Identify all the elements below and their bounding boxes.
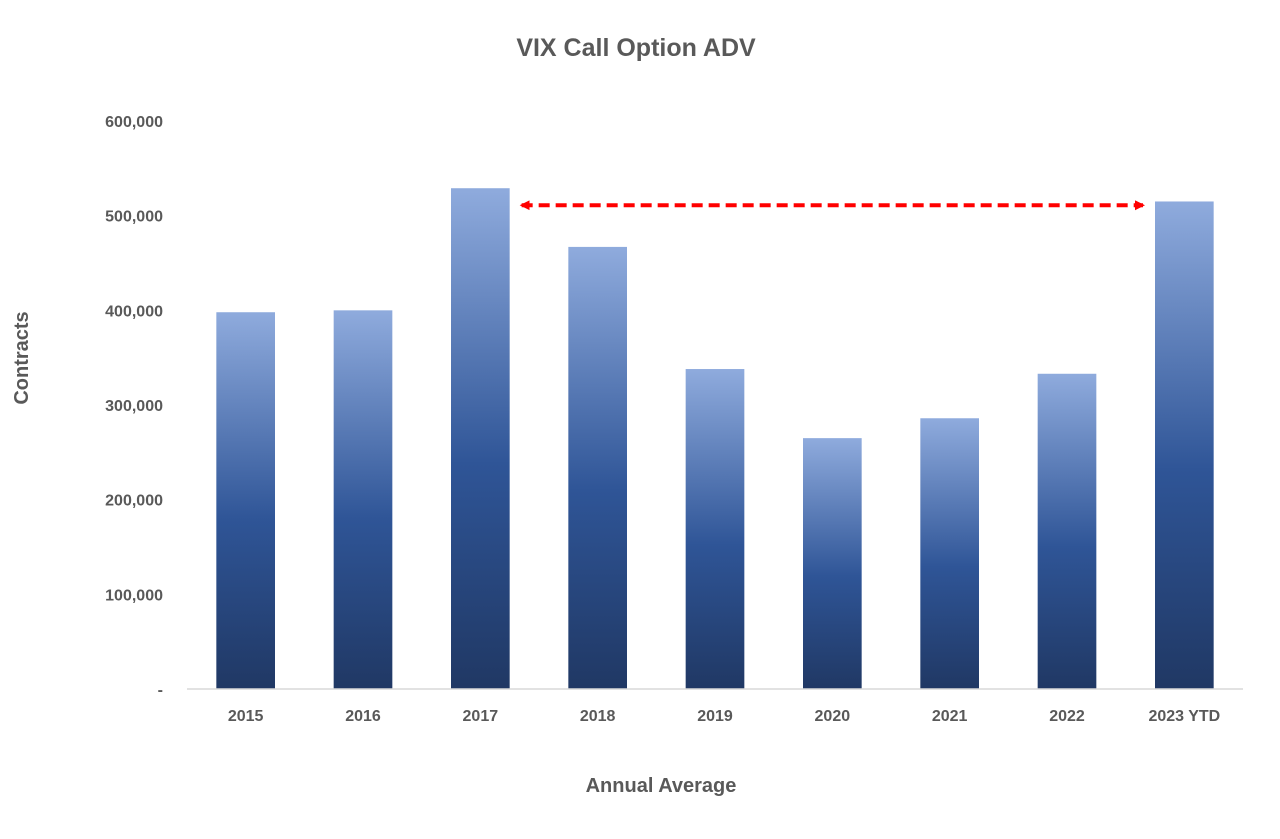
bar bbox=[333, 310, 393, 689]
x-axis-title: Annual Average bbox=[586, 775, 737, 797]
bar bbox=[1155, 201, 1214, 689]
x-tick-label: 2021 bbox=[932, 708, 968, 725]
x-tick-label: 2019 bbox=[697, 708, 733, 725]
chart-title: VIX Call Option ADV bbox=[516, 34, 756, 62]
y-axis: - 100,000 200,000 300,000 400,000 500,000 600,… bbox=[105, 114, 163, 699]
y-tick-label: 400,000 bbox=[105, 303, 163, 320]
y-tick-label: 600,000 bbox=[105, 114, 163, 131]
x-tick-label: 2023 YTD bbox=[1148, 708, 1220, 725]
x-tick-label: 2015 bbox=[228, 708, 264, 725]
x-axis: 2015 2016 2017 2018 2019 2020 2021 2022 2023 YTD bbox=[187, 688, 1243, 725]
x-tick-label: 2020 bbox=[815, 708, 851, 725]
x-tick-label: 2016 bbox=[345, 708, 381, 725]
bar bbox=[685, 369, 745, 689]
bars bbox=[216, 188, 1214, 690]
bar bbox=[451, 188, 510, 690]
bar bbox=[1037, 373, 1097, 689]
bar bbox=[920, 418, 979, 689]
y-tick-label: 200,000 bbox=[105, 493, 163, 510]
y-tick-label: - bbox=[158, 682, 163, 699]
x-tick-label: 2017 bbox=[463, 708, 499, 725]
y-axis-title: Contracts bbox=[11, 311, 33, 404]
y-tick-label: 100,000 bbox=[105, 587, 163, 604]
bar bbox=[216, 312, 275, 689]
bar bbox=[568, 246, 627, 689]
x-tick-label: 2022 bbox=[1049, 708, 1085, 725]
bar bbox=[803, 438, 862, 689]
y-tick-label: 500,000 bbox=[105, 209, 163, 226]
x-tick-label: 2018 bbox=[580, 708, 616, 725]
y-tick-label: 300,000 bbox=[105, 398, 163, 415]
